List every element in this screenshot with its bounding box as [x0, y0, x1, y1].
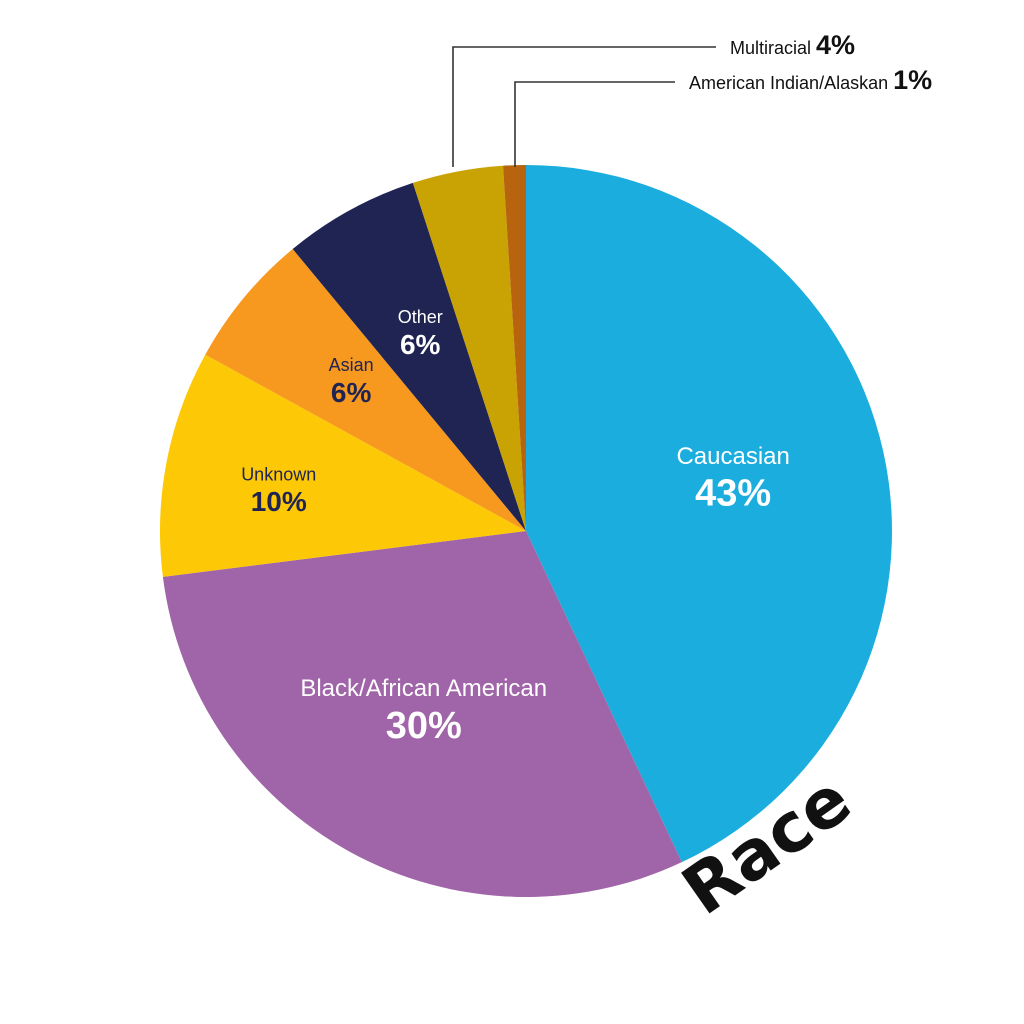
- slice-label-name: Unknown: [241, 464, 316, 484]
- external-slice-label: Multiracial 4%: [730, 30, 855, 60]
- pie-slice-multiracial: [412, 165, 526, 531]
- slice-label-value: 6%: [400, 329, 441, 360]
- slice-label-value: 6%: [331, 377, 372, 408]
- pie-slice-unknown: [160, 354, 526, 577]
- pie-slice-caucasian: [526, 165, 892, 863]
- slice-label-name: Black/African American: [300, 675, 547, 702]
- slice-label-value: 10%: [251, 486, 307, 517]
- slice-label-name: Asian: [329, 355, 374, 375]
- pie-slice-other: [292, 182, 526, 531]
- leader-line: [452, 46, 716, 167]
- slice-label-name: Caucasian: [676, 443, 789, 470]
- pie-slice-asian: [205, 248, 526, 531]
- pie-slice-american-indian-alaskan: [503, 165, 526, 531]
- slice-label-name: Other: [398, 307, 443, 327]
- slice-label-value: 43%: [695, 473, 771, 515]
- slice-label-value: 30%: [386, 705, 462, 747]
- leader-line: [514, 81, 675, 167]
- pie-slice-black-african-american: [162, 531, 682, 897]
- external-slice-label: American Indian/Alaskan 1%: [689, 65, 932, 95]
